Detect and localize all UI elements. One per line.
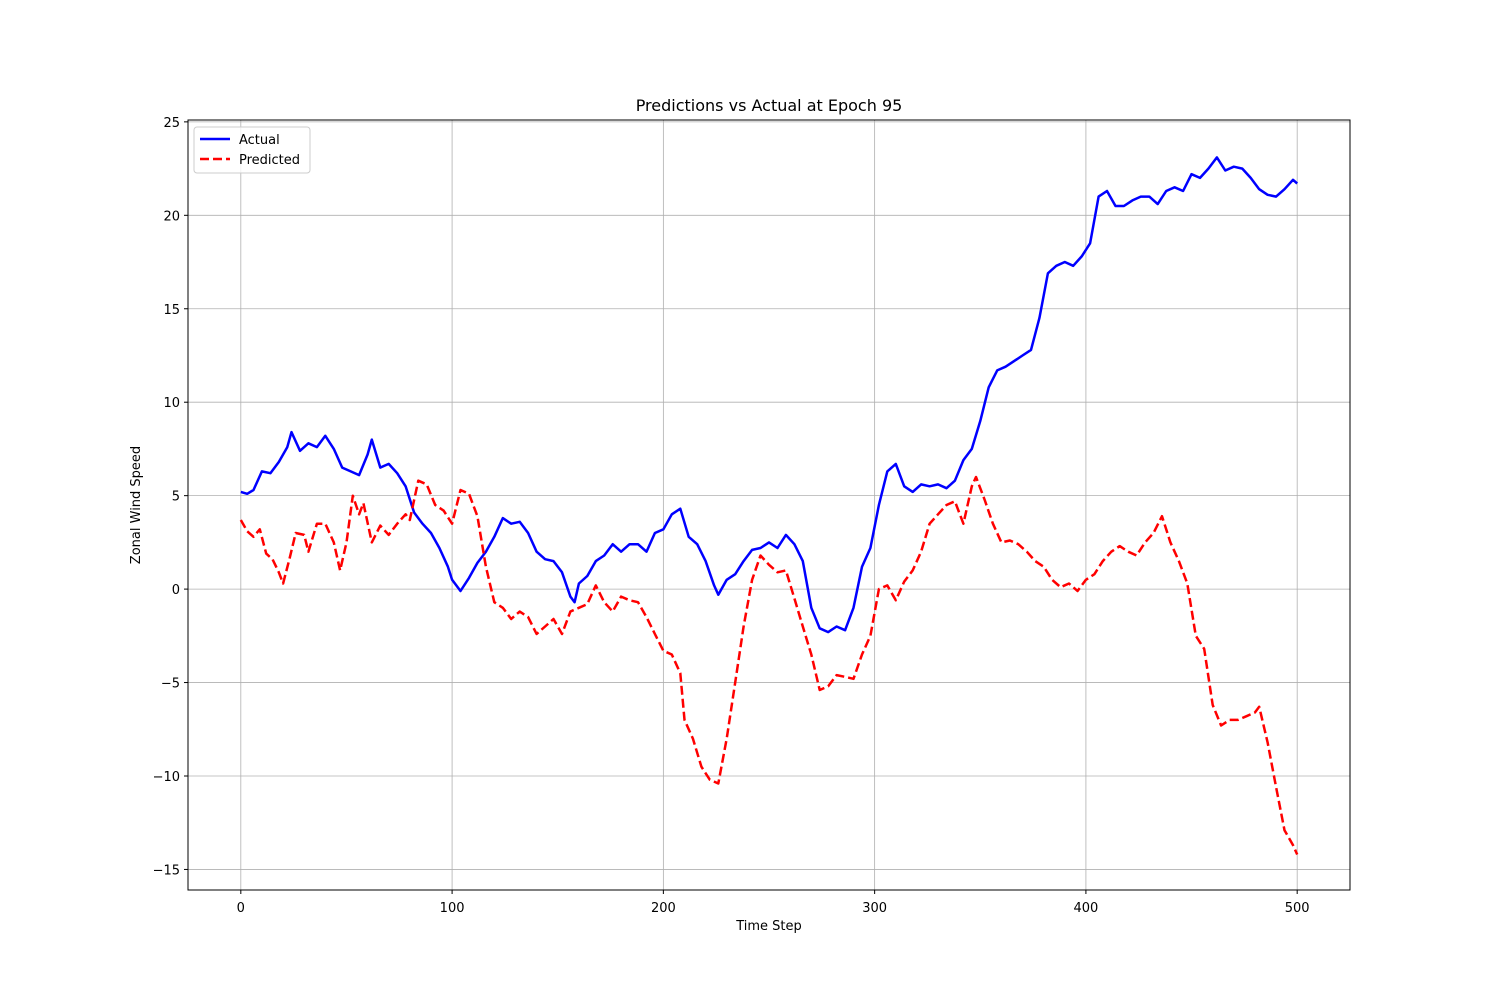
x-tick-label: 200 bbox=[651, 901, 676, 916]
x-tick-label: 300 bbox=[862, 901, 887, 916]
y-tick-label: 0 bbox=[172, 583, 180, 598]
x-tick-label: 0 bbox=[237, 901, 245, 916]
ticks: 0 100 200 300 400 500 −15 −10 −5 0 5 10 15 20 25 bbox=[153, 116, 1310, 916]
x-axis-label: Time Step bbox=[735, 919, 802, 934]
y-tick-label: −5 bbox=[161, 677, 180, 692]
legend-predicted-label: Predicted bbox=[239, 153, 300, 168]
y-axis-label: Zonal Wind Speed bbox=[129, 446, 144, 564]
series-line-predicted bbox=[239, 475, 1299, 856]
grid bbox=[188, 120, 1350, 890]
series-line-actual bbox=[240, 156, 1299, 634]
y-tick-label: 15 bbox=[163, 303, 180, 318]
chart-title: Predictions vs Actual at Epoch 95 bbox=[636, 96, 903, 115]
legend-actual-label: Actual bbox=[239, 133, 280, 148]
y-tick-label: 5 bbox=[172, 490, 180, 505]
y-tick-label: 25 bbox=[163, 116, 180, 131]
x-tick-label: 100 bbox=[440, 901, 465, 916]
y-tick-label: −10 bbox=[153, 770, 180, 785]
plot-frame bbox=[187, 119, 1351, 891]
series-group bbox=[239, 156, 1299, 856]
legend: Actual Predicted bbox=[193, 126, 311, 174]
y-tick-label: 10 bbox=[163, 396, 180, 411]
y-tick-label: 20 bbox=[163, 209, 180, 224]
x-tick-label: 400 bbox=[1073, 901, 1098, 916]
y-tick-label: −15 bbox=[153, 863, 180, 878]
x-tick-label: 500 bbox=[1285, 901, 1310, 916]
